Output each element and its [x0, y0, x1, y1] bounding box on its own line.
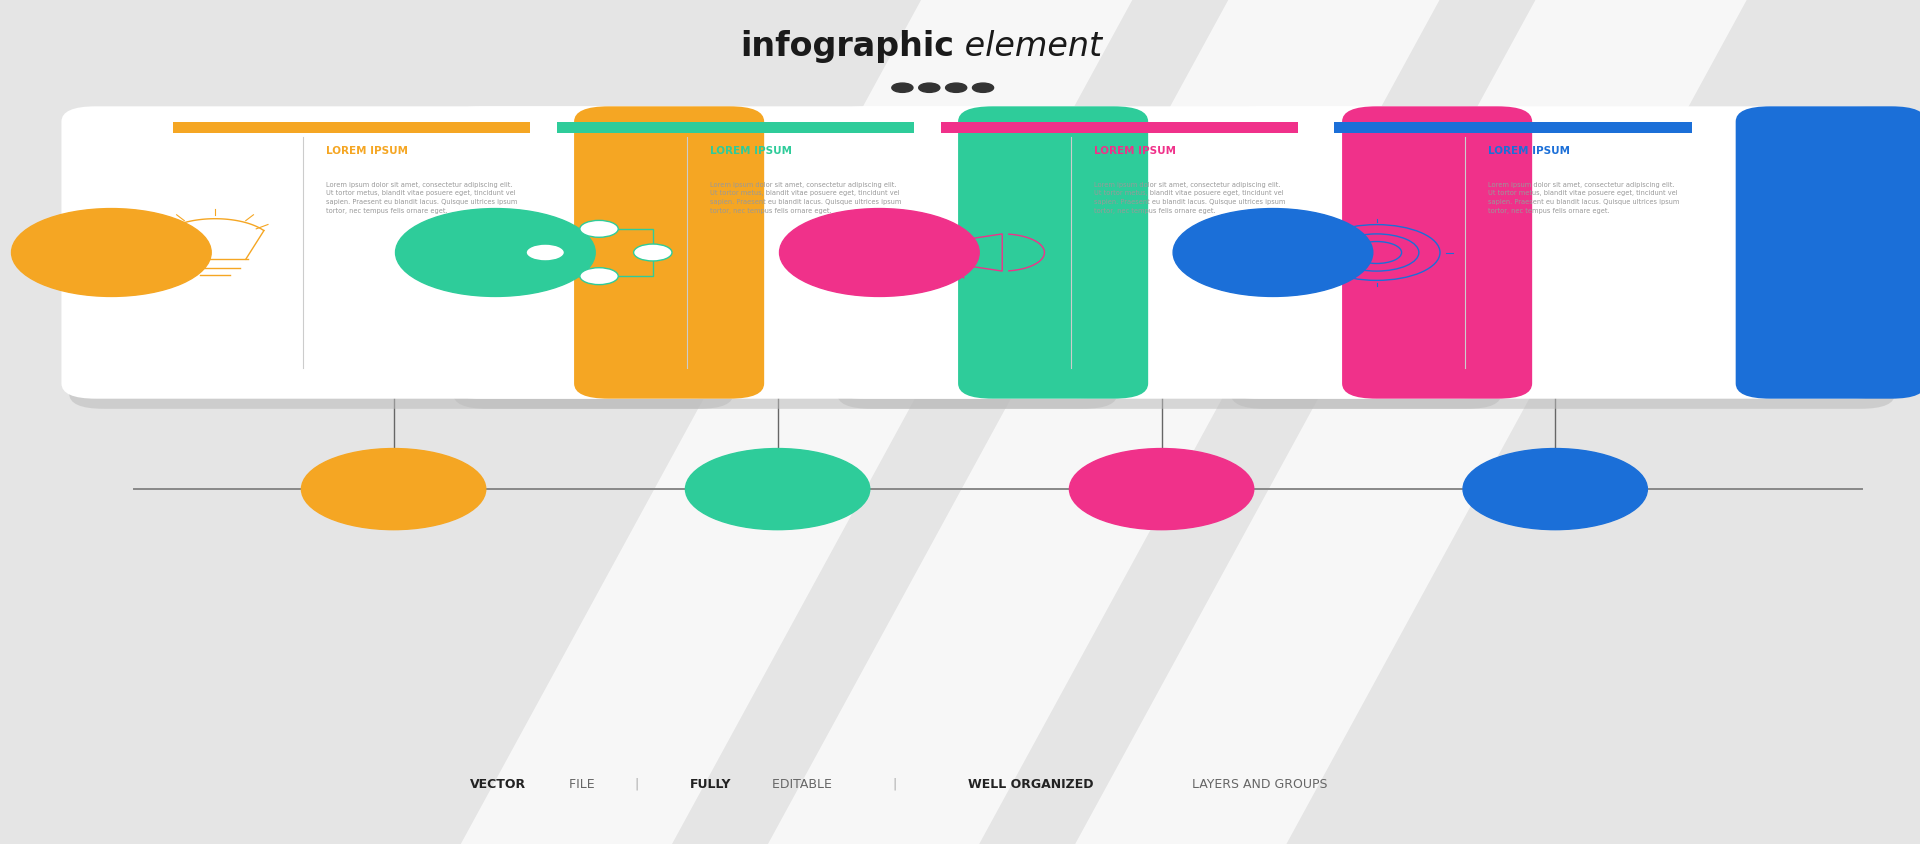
Circle shape — [685, 449, 870, 530]
FancyBboxPatch shape — [574, 107, 764, 399]
Circle shape — [1173, 209, 1373, 297]
Text: FILE: FILE — [564, 776, 595, 790]
Circle shape — [780, 209, 979, 297]
FancyBboxPatch shape — [445, 107, 1110, 399]
Text: Lorem ipsum dolor sit amet, consectetur adipiscing elit.
Ut tortor metus, blandi: Lorem ipsum dolor sit amet, consectetur … — [1488, 181, 1680, 214]
Bar — [173, 122, 530, 134]
FancyBboxPatch shape — [61, 107, 726, 399]
Polygon shape — [768, 0, 1440, 844]
Text: Lorem ipsum dolor sit amet, consectetur adipiscing elit.
Ut tortor metus, blandi: Lorem ipsum dolor sit amet, consectetur … — [1094, 181, 1286, 214]
FancyBboxPatch shape — [453, 117, 1117, 409]
Circle shape — [1463, 449, 1647, 530]
Circle shape — [634, 245, 672, 262]
Circle shape — [891, 84, 914, 94]
FancyBboxPatch shape — [1231, 117, 1895, 409]
Bar — [545, 230, 653, 277]
Circle shape — [526, 245, 564, 262]
Text: |: | — [881, 776, 908, 790]
Text: EDITABLE: EDITABLE — [768, 776, 831, 790]
Text: FULLY: FULLY — [689, 776, 732, 790]
FancyBboxPatch shape — [1223, 107, 1887, 399]
Circle shape — [945, 84, 966, 94]
Circle shape — [918, 84, 939, 94]
Circle shape — [580, 221, 618, 238]
Text: LAYERS AND GROUPS: LAYERS AND GROUPS — [1188, 776, 1329, 790]
Text: Lorem ipsum dolor sit amet, consectetur adipiscing elit.
Ut tortor metus, blandi: Lorem ipsum dolor sit amet, consectetur … — [326, 181, 518, 214]
Bar — [941, 122, 1298, 134]
Text: LOREM IPSUM: LOREM IPSUM — [1094, 146, 1177, 156]
Text: Lorem ipsum dolor sit amet, consectetur adipiscing elit.
Ut tortor metus, blandi: Lorem ipsum dolor sit amet, consectetur … — [710, 181, 902, 214]
FancyBboxPatch shape — [69, 117, 733, 409]
FancyBboxPatch shape — [958, 107, 1148, 399]
Bar — [557, 122, 914, 134]
Text: element: element — [954, 30, 1102, 62]
FancyBboxPatch shape — [837, 117, 1501, 409]
Circle shape — [580, 268, 618, 285]
Text: WELL ORGANIZED: WELL ORGANIZED — [968, 776, 1094, 790]
Circle shape — [12, 209, 211, 297]
Circle shape — [972, 84, 995, 94]
Text: infographic: infographic — [741, 30, 954, 62]
Polygon shape — [461, 0, 1133, 844]
Circle shape — [1069, 449, 1254, 530]
Text: |: | — [628, 776, 647, 790]
FancyBboxPatch shape — [1342, 107, 1532, 399]
Bar — [1334, 122, 1692, 134]
FancyBboxPatch shape — [1736, 107, 1920, 399]
Polygon shape — [1075, 0, 1747, 844]
Text: LOREM IPSUM: LOREM IPSUM — [326, 146, 409, 156]
FancyBboxPatch shape — [829, 107, 1494, 399]
Circle shape — [301, 449, 486, 530]
Text: VECTOR: VECTOR — [470, 776, 526, 790]
Text: LOREM IPSUM: LOREM IPSUM — [710, 146, 793, 156]
Text: LOREM IPSUM: LOREM IPSUM — [1488, 146, 1571, 156]
Circle shape — [396, 209, 595, 297]
